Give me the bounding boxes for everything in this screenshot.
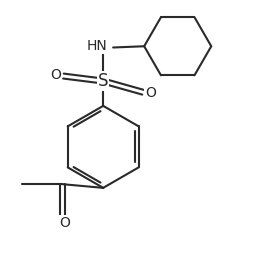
Text: S: S xyxy=(98,72,109,90)
Text: HN: HN xyxy=(87,39,107,53)
Text: O: O xyxy=(145,86,156,101)
Text: O: O xyxy=(51,68,61,82)
Text: O: O xyxy=(59,216,70,230)
